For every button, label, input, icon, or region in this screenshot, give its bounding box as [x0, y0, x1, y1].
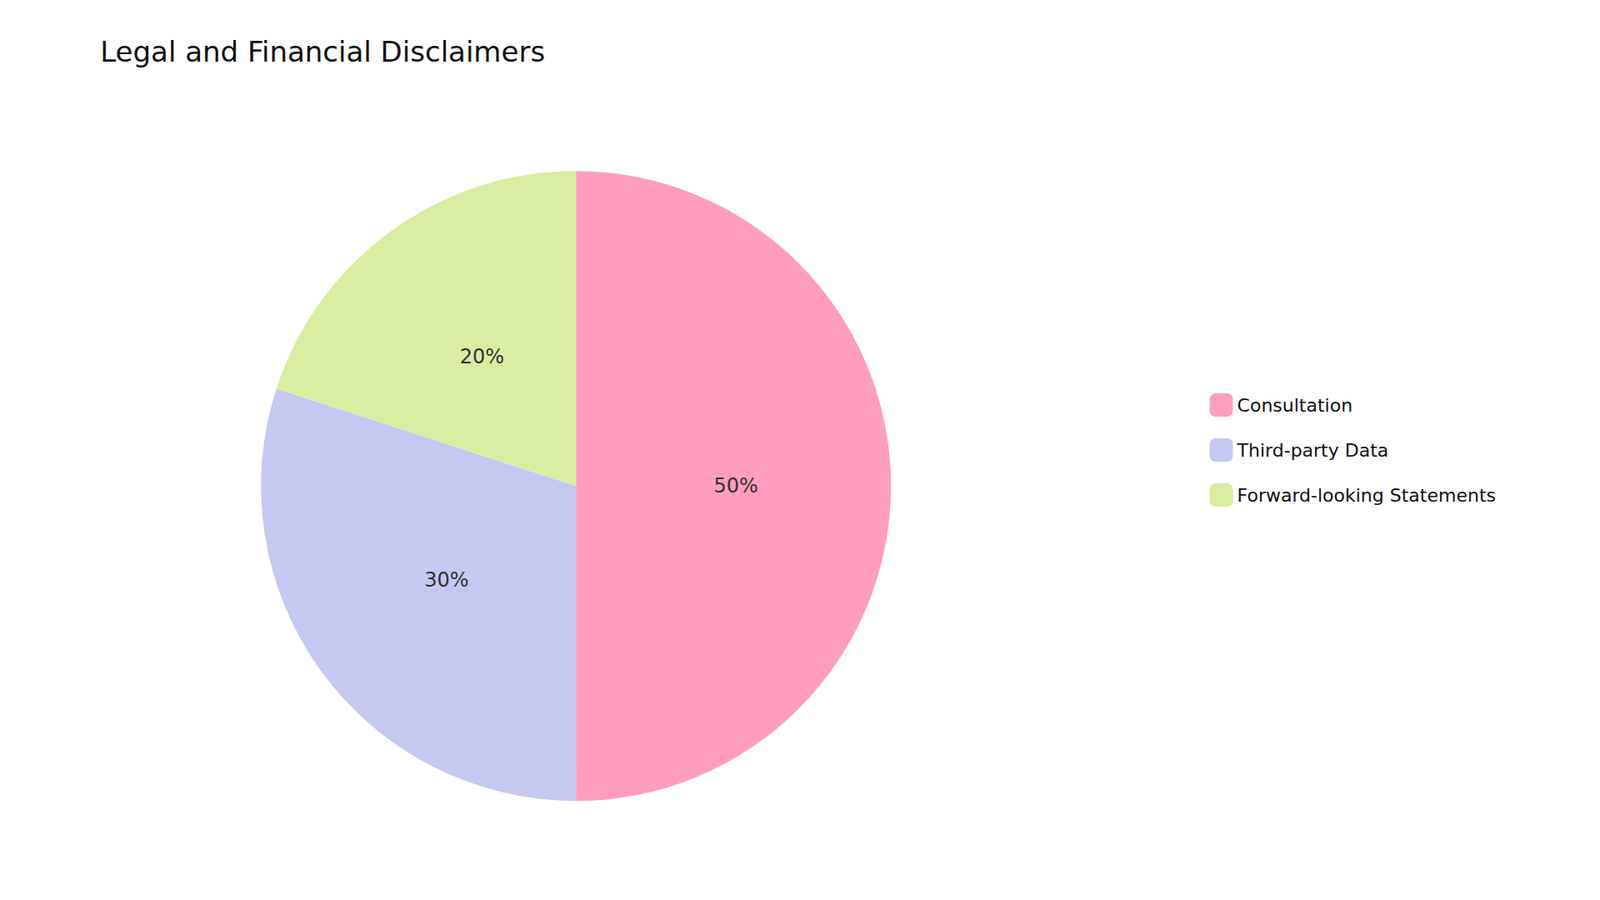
svg-text:Consultation: Consultation	[1237, 395, 1354, 416]
svg-text:Legal and Financial Disclaimer: Legal and Financial Disclaimers	[100, 35, 545, 69]
svg-text:50%: 50%	[714, 474, 759, 498]
svg-text:Forward-looking Statements: Forward-looking Statements	[1237, 485, 1496, 506]
svg-text:30%: 30%	[424, 568, 469, 592]
svg-text:Third-party Data: Third-party Data	[1236, 440, 1390, 461]
svg-text:20%: 20%	[460, 345, 505, 369]
